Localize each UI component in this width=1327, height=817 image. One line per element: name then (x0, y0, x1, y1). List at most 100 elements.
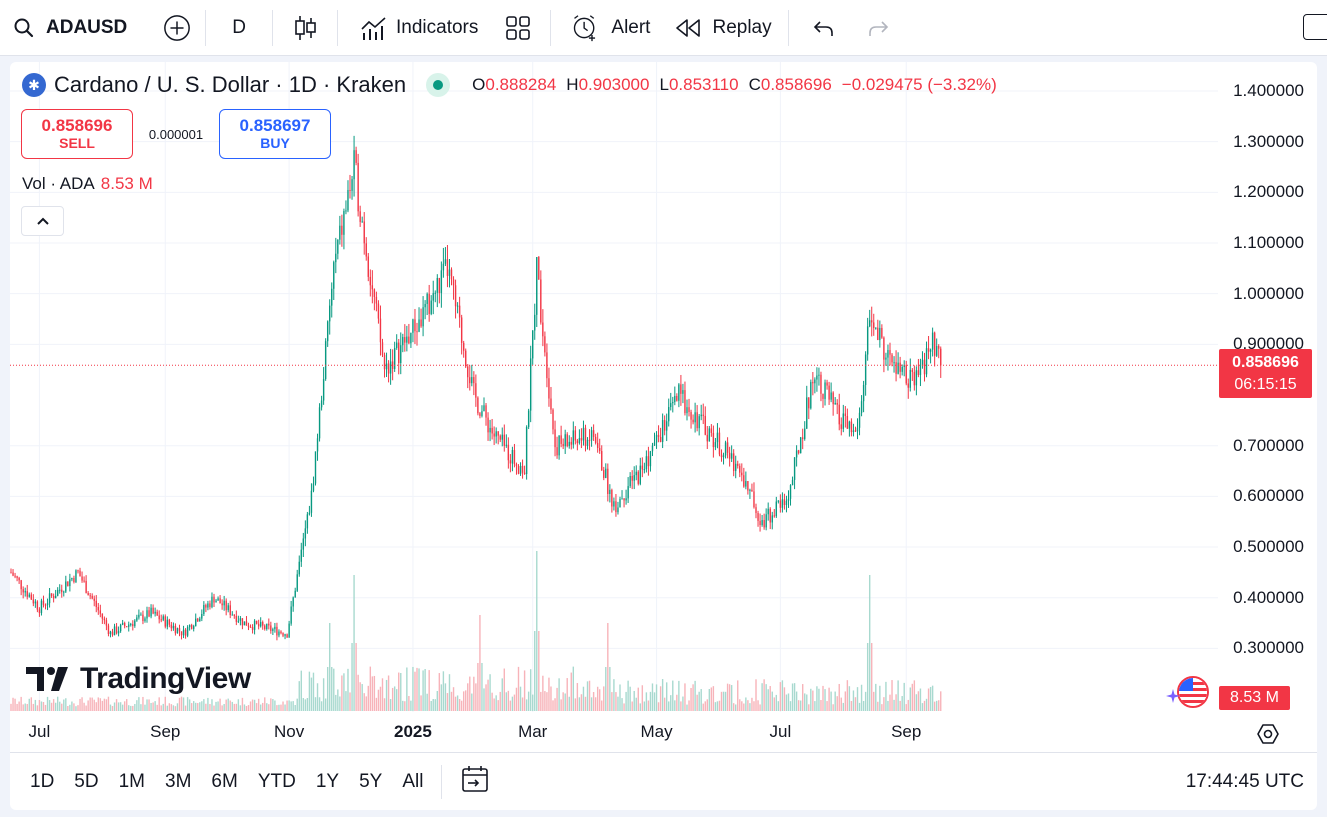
go-to-date-button[interactable] (450, 764, 500, 799)
indicators-button[interactable]: Indicators (342, 8, 490, 48)
candle (759, 513, 761, 532)
alert-button[interactable]: Alert (555, 8, 662, 48)
interval-button[interactable]: D (210, 8, 268, 48)
candle (97, 602, 99, 615)
layouts-button[interactable] (490, 8, 546, 48)
range-button-5d[interactable]: 5D (74, 770, 99, 792)
volume-bar (341, 675, 343, 711)
volume-bar (536, 551, 538, 711)
volume-bar (921, 703, 924, 711)
volume-bar (282, 701, 284, 711)
volume-bar (542, 675, 544, 711)
buy-button[interactable]: 0.858697 BUY (219, 109, 331, 159)
candle (938, 344, 940, 359)
axis-settings-button[interactable] (1256, 722, 1280, 746)
candle (341, 214, 343, 247)
range-button-all[interactable]: All (402, 770, 424, 792)
volume-bar (574, 698, 577, 711)
alert-label: Alert (611, 16, 651, 38)
chart-type-button[interactable] (277, 8, 333, 48)
volume-bar (40, 701, 43, 711)
candle (416, 322, 418, 346)
us-flag-icon[interactable] (1177, 676, 1209, 708)
volume-bar (239, 705, 242, 711)
candle (680, 374, 682, 406)
replay-button[interactable]: Replay (662, 8, 783, 48)
candle (377, 300, 380, 324)
candle (755, 503, 757, 519)
candle (848, 420, 851, 437)
volume-bar (931, 685, 934, 711)
candle (901, 364, 903, 376)
volume-bar (850, 701, 853, 711)
time-axis[interactable]: Jul Sep Nov 2025 Mar May Jul Sep (10, 722, 1220, 746)
volume-bar (164, 696, 166, 711)
candle (787, 490, 790, 508)
candle (197, 617, 199, 623)
volume-bar (207, 697, 209, 711)
candle (692, 414, 694, 425)
candle (190, 623, 193, 630)
volume-bar (333, 668, 335, 711)
candle (842, 404, 844, 433)
candle (221, 599, 223, 610)
ohlc-values: O0.888284 H0.903000 L0.853110 C0.858696 … (472, 75, 997, 95)
range-button-1y[interactable]: 1Y (315, 770, 340, 792)
sell-button[interactable]: 0.858696 SELL (21, 109, 133, 159)
candle (797, 449, 800, 455)
candle (710, 424, 713, 437)
candle (67, 581, 69, 587)
candle (438, 277, 441, 304)
volume-bar (759, 704, 761, 711)
volume-bar (18, 701, 20, 711)
redo-button[interactable] (853, 8, 905, 48)
range-button-5y[interactable]: 5Y (359, 770, 383, 792)
range-button-3m[interactable]: 3M (165, 770, 192, 792)
chart-canvas[interactable] (10, 62, 1317, 752)
volume-bar (905, 704, 907, 711)
volume-bar (495, 695, 497, 711)
volume-bar (891, 680, 893, 711)
redo-icon (865, 14, 893, 42)
volume-bar (178, 697, 181, 711)
compare-button[interactable] (153, 8, 201, 48)
utc-clock[interactable]: 17:44:45 UTC (1185, 770, 1304, 792)
candle (73, 575, 75, 584)
candle (479, 411, 481, 419)
candle (63, 590, 65, 597)
volume-bar (322, 678, 325, 711)
undo-button[interactable] (793, 8, 853, 48)
candle (509, 454, 512, 473)
volume-bar (339, 696, 341, 711)
candle (929, 348, 932, 364)
candle (371, 270, 374, 304)
candle (505, 434, 508, 448)
candle (337, 239, 339, 260)
collapse-legend-button[interactable] (21, 206, 64, 236)
volume-bar (126, 699, 128, 711)
symbol-search[interactable]: ADAUSD (0, 8, 137, 48)
volume-bar (14, 698, 16, 711)
range-button-1d[interactable]: 1D (30, 770, 55, 792)
candle (46, 598, 49, 611)
volume-bar (940, 691, 942, 711)
candle (868, 309, 871, 328)
volume-bar (639, 703, 641, 711)
range-button-6m[interactable]: 6M (211, 770, 238, 792)
candle (209, 600, 211, 610)
volume-bar (467, 683, 469, 711)
volume-bar (115, 699, 118, 711)
fullscreen-button[interactable] (1303, 14, 1327, 40)
volume-bar (454, 696, 457, 711)
chart-panel[interactable]: ✱ Cardano / U. S. Dollar · 1D · Kraken O… (10, 62, 1317, 810)
volume-bar (505, 692, 508, 711)
volume-bar (684, 683, 686, 711)
range-button-1m[interactable]: 1M (118, 770, 145, 792)
volume-bar (633, 690, 635, 711)
range-button-ytd[interactable]: YTD (257, 770, 296, 792)
volume-bar (651, 683, 654, 711)
volume-bar (568, 696, 570, 711)
candle (22, 586, 24, 599)
candle (367, 253, 369, 282)
candle (314, 451, 317, 486)
